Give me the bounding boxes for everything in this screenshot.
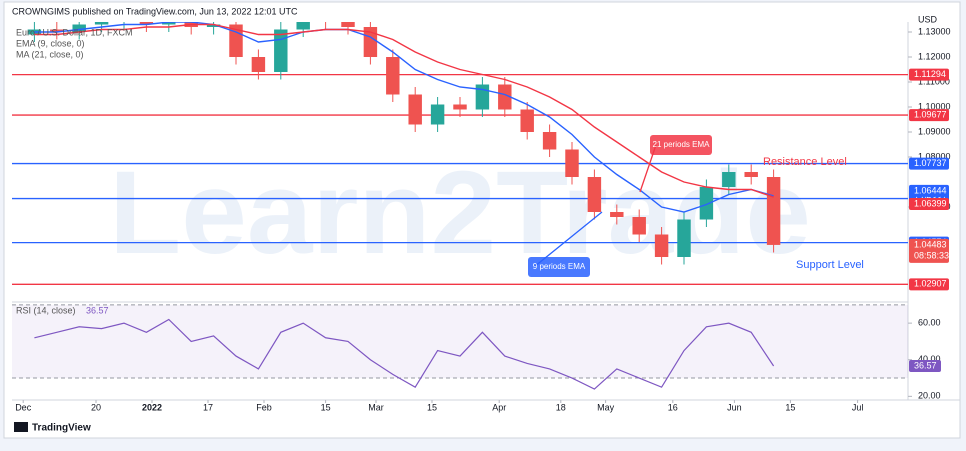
annotation-text: Resistance Level bbox=[763, 156, 847, 168]
candle-body bbox=[632, 217, 646, 235]
candle-body bbox=[430, 104, 445, 125]
rsi-tick-label: 40.00 bbox=[918, 354, 941, 364]
countdown: 08:58:33 bbox=[914, 250, 949, 260]
y-tick-label: 1.13000 bbox=[918, 26, 951, 36]
legend-entry: MA (21, close, 0) bbox=[16, 49, 84, 59]
x-tick-label: 18 bbox=[556, 402, 566, 412]
candle-body bbox=[722, 172, 736, 187]
watermark: Learn2Trade bbox=[109, 147, 811, 279]
candle-body bbox=[296, 22, 310, 30]
candle-body bbox=[542, 132, 557, 150]
indicator-line bbox=[34, 22, 774, 213]
y-tick-label: 1.12000 bbox=[918, 51, 951, 61]
price-pane: Learn2Trade bbox=[12, 22, 908, 285]
candle-body bbox=[206, 24, 221, 27]
candle-body bbox=[162, 22, 176, 25]
annotation-text: 21 periods EMA bbox=[653, 140, 711, 149]
level-tag-label: 1.07737 bbox=[914, 158, 947, 168]
footer: TradingView bbox=[32, 423, 91, 434]
candle-body bbox=[94, 22, 109, 25]
annotation-box bbox=[650, 135, 712, 155]
y-tick-label: 1.11000 bbox=[918, 76, 950, 86]
level-tag-label: 1.06337 bbox=[914, 193, 947, 203]
x-tick-label: 15 bbox=[427, 402, 437, 412]
x-tick-label: 16 bbox=[668, 402, 678, 412]
rsi-band bbox=[12, 304, 908, 379]
last-price-tag bbox=[909, 238, 949, 263]
candle-body bbox=[766, 177, 781, 245]
x-tick-label: 20 bbox=[91, 402, 101, 412]
annotation-box bbox=[528, 257, 590, 277]
x-tick-label: 2022 bbox=[142, 402, 162, 412]
x-tick-label: Mar bbox=[368, 402, 384, 412]
candle-body bbox=[610, 212, 624, 217]
indicator-tag bbox=[909, 198, 949, 211]
rsi-tick-label: 60.00 bbox=[918, 318, 941, 328]
candle-body bbox=[654, 234, 669, 257]
rsi-tag bbox=[909, 360, 941, 373]
level-tag bbox=[909, 68, 949, 81]
candle-body bbox=[363, 27, 378, 57]
indicator-tag-label: 1.06399 bbox=[914, 198, 947, 208]
x-tick-label: Jul bbox=[852, 402, 864, 412]
level-tag-label: 1.09677 bbox=[914, 109, 947, 119]
x-tick-label: Apr bbox=[492, 402, 506, 412]
candle-body bbox=[50, 29, 64, 32]
candle-body bbox=[341, 22, 355, 27]
candle-body bbox=[699, 187, 714, 220]
candle-body bbox=[520, 109, 534, 132]
y-tick-label: 1.08000 bbox=[918, 151, 951, 161]
candle-body bbox=[453, 104, 467, 110]
x-tick-label: 15 bbox=[785, 402, 795, 412]
legend-symbol: Euro / U.S. Dollar, 1D, FXCM bbox=[16, 27, 133, 37]
indicator-line bbox=[34, 23, 774, 198]
level-tag bbox=[909, 109, 949, 122]
candle-body bbox=[565, 149, 579, 177]
rsi-line bbox=[34, 318, 775, 390]
last-price-label: 1.04483 bbox=[914, 239, 947, 249]
candle-body bbox=[498, 84, 512, 110]
x-tick-label: Dec bbox=[15, 402, 32, 412]
annotation-text: Support Level bbox=[796, 259, 864, 271]
level-tag bbox=[909, 157, 949, 170]
candle-body bbox=[587, 177, 602, 212]
rsi-tag-label: 36.57 bbox=[914, 360, 937, 370]
candle-body bbox=[251, 57, 266, 72]
axes: 1.13000 1.12000 1.11000 1.10000 1.09000 1.080… bbox=[15, 26, 950, 412]
candle-body bbox=[475, 84, 490, 110]
rsi-tick-label: 20.00 bbox=[918, 391, 941, 401]
legend-entry: EMA (9, close, 0) bbox=[16, 38, 85, 48]
y-tick-label: 1.09000 bbox=[918, 126, 951, 136]
x-tick-label: May bbox=[597, 402, 615, 412]
candle-body bbox=[72, 24, 86, 32]
candle-body bbox=[408, 94, 422, 125]
rsi-pane bbox=[12, 304, 908, 390]
x-tick-label: Feb bbox=[256, 402, 272, 412]
candle-body bbox=[386, 57, 400, 95]
annotation-text: 9 periods EMA bbox=[533, 262, 586, 271]
indicator-tag bbox=[909, 184, 949, 197]
candle-body bbox=[229, 24, 243, 57]
level-tag-label: 1.02907 bbox=[914, 279, 947, 289]
level-tag bbox=[909, 278, 949, 291]
candle-body bbox=[677, 219, 691, 257]
x-tick-label: Jun bbox=[727, 402, 742, 412]
candle-body bbox=[139, 22, 154, 25]
header: CROWNGIMS published on TradingView.com, … bbox=[12, 6, 298, 16]
currency: USD bbox=[918, 14, 938, 24]
rsi-legend: RSI (14, close) bbox=[16, 305, 76, 315]
candle-body bbox=[274, 29, 288, 72]
candle-body bbox=[744, 172, 758, 177]
logo bbox=[14, 422, 28, 432]
x-tick-label: 17 bbox=[203, 402, 213, 412]
level-tag-label: 1.11294 bbox=[914, 69, 946, 79]
y-tick-label: 1.10000 bbox=[918, 101, 951, 111]
rsi-legend-value: 36.57 bbox=[86, 305, 109, 315]
x-tick-label: 15 bbox=[321, 402, 331, 412]
indicator-tag-label: 1.06444 bbox=[914, 185, 947, 195]
